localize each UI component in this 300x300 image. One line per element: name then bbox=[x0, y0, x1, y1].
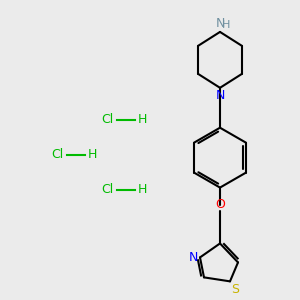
Text: N: N bbox=[215, 89, 225, 102]
Text: N: N bbox=[215, 17, 225, 30]
Text: Cl: Cl bbox=[51, 148, 63, 161]
Text: H: H bbox=[138, 183, 147, 196]
Text: Cl: Cl bbox=[101, 183, 113, 196]
Text: H: H bbox=[138, 113, 147, 126]
Text: H: H bbox=[88, 148, 98, 161]
Text: Cl: Cl bbox=[101, 113, 113, 126]
Text: S: S bbox=[231, 284, 239, 296]
Text: O: O bbox=[215, 198, 225, 211]
Text: N: N bbox=[189, 251, 198, 264]
Text: H: H bbox=[222, 20, 230, 30]
